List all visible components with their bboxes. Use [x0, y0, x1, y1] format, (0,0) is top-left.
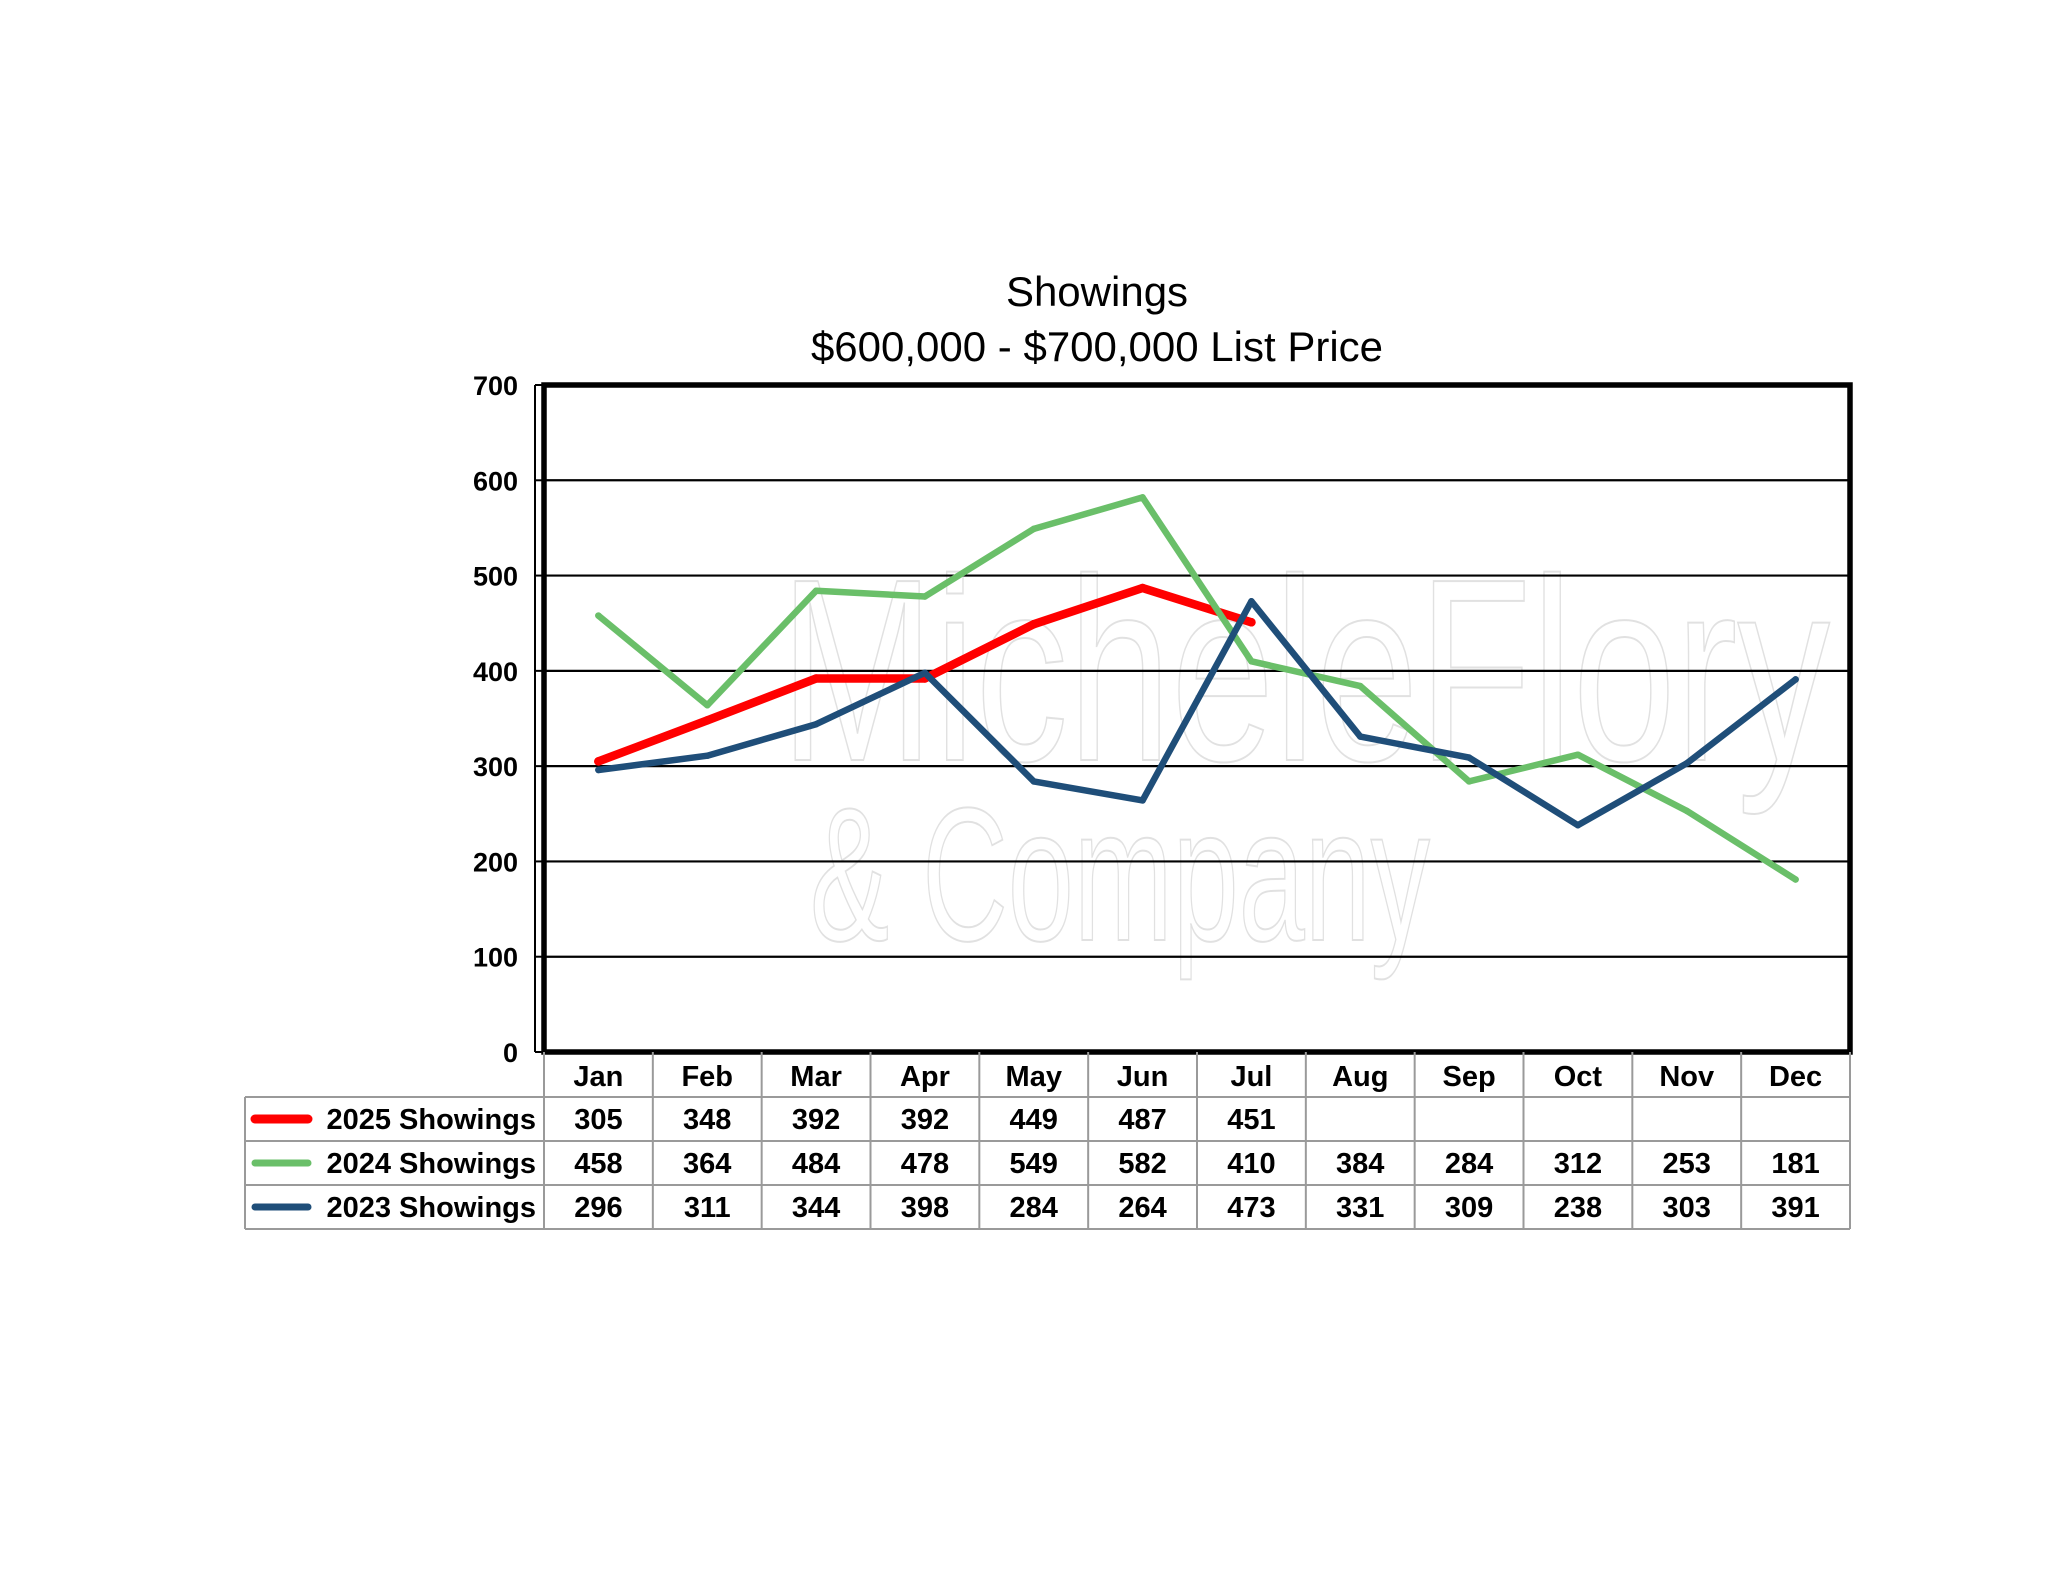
category-label: Oct — [1554, 1061, 1603, 1093]
category-label: Apr — [900, 1061, 950, 1093]
data-point — [1138, 583, 1147, 593]
data-point — [1030, 525, 1038, 533]
data-point — [1574, 751, 1582, 758]
data-label: 312 — [1554, 1148, 1602, 1180]
data-point — [811, 674, 821, 683]
series-lines — [594, 494, 1799, 883]
data-label: 311 — [684, 1192, 731, 1224]
category-label: Aug — [1332, 1061, 1388, 1093]
data-label: 451 — [1227, 1104, 1275, 1136]
data-label: 264 — [1118, 1192, 1166, 1224]
data-point — [1029, 619, 1039, 629]
data-label: 364 — [683, 1148, 731, 1180]
data-label: 549 — [1010, 1148, 1058, 1180]
legend-label-2: 2024 Showings — [326, 1148, 536, 1180]
data-point — [1139, 797, 1146, 804]
data-label: 384 — [1336, 1148, 1384, 1180]
data-table: Jan Feb Mar Apr May Jun Jul Aug Sep Oct Nov Dec 2025… — [244, 1052, 1851, 1230]
data-point — [921, 593, 929, 600]
category-label: Feb — [681, 1061, 733, 1093]
y-tick-label: 500 — [473, 562, 518, 592]
y-tick-label: 0 — [503, 1038, 518, 1068]
data-label: 303 — [1663, 1192, 1711, 1224]
data-point — [1357, 682, 1364, 690]
data-label: 478 — [901, 1148, 949, 1180]
data-point — [1465, 778, 1473, 785]
category-label: May — [1006, 1061, 1062, 1093]
y-axis: 0 100 200 300 400 500 600 700 — [473, 371, 544, 1068]
data-label: 296 — [574, 1192, 622, 1224]
data-point — [1248, 598, 1255, 605]
gridlines — [544, 479, 1850, 958]
data-label: 305 — [574, 1104, 622, 1136]
data-label: 392 — [792, 1104, 840, 1136]
data-label: 473 — [1227, 1192, 1275, 1224]
category-label: Nov — [1659, 1061, 1714, 1093]
y-tick-label: 400 — [473, 657, 518, 687]
data-point — [1792, 876, 1799, 883]
data-label: 238 — [1554, 1192, 1602, 1224]
watermark-line2: & Company — [810, 769, 1430, 981]
legend-label-3: 2023 Showings — [326, 1192, 536, 1224]
chart-subtitle: $600,000 - $700,000 List Price — [811, 323, 1383, 370]
data-label: 181 — [1771, 1148, 1819, 1180]
data-point — [1683, 760, 1691, 767]
data-label: 284 — [1445, 1148, 1493, 1180]
data-point — [704, 752, 711, 759]
data-point — [1792, 676, 1799, 683]
data-label: 392 — [901, 1104, 949, 1136]
data-label: 309 — [1445, 1192, 1493, 1224]
data-point — [1248, 658, 1255, 665]
data-point — [1465, 754, 1473, 761]
y-tick-label: 300 — [473, 752, 518, 782]
data-point — [704, 701, 711, 709]
data-point — [1139, 494, 1146, 501]
category-label: Jun — [1117, 1061, 1169, 1093]
data-label: 487 — [1118, 1104, 1166, 1136]
data-label: 284 — [1010, 1192, 1058, 1224]
data-label: 331 — [1336, 1192, 1384, 1224]
y-tick-label: 600 — [473, 466, 518, 496]
data-label: 344 — [792, 1192, 840, 1224]
data-label: 484 — [792, 1148, 840, 1180]
data-point — [1247, 618, 1256, 627]
data-point — [812, 587, 820, 595]
category-label: Sep — [1442, 1061, 1495, 1093]
y-tick-label: 100 — [473, 943, 518, 973]
series-line-2 — [595, 494, 1799, 883]
data-point — [921, 669, 929, 677]
data-label: 348 — [683, 1104, 731, 1136]
legend-label-1: 2025 Showings — [326, 1104, 536, 1136]
data-point — [594, 757, 603, 766]
y-tick-label: 200 — [473, 847, 518, 877]
category-label: Dec — [1769, 1061, 1822, 1093]
category-label: Jul — [1230, 1061, 1272, 1093]
data-label: 398 — [901, 1192, 949, 1224]
data-label: 391 — [1771, 1192, 1819, 1224]
watermark-logo: MicheleFlory & Company — [779, 525, 1831, 982]
data-label: 253 — [1663, 1148, 1711, 1180]
category-label: Jan — [573, 1061, 623, 1093]
data-point — [703, 716, 712, 725]
data-label: 449 — [1010, 1104, 1058, 1136]
data-point — [812, 720, 820, 728]
y-tick-label: 700 — [473, 371, 518, 401]
series-line-3 — [595, 598, 1799, 829]
data-label: 410 — [1227, 1148, 1275, 1180]
data-point — [595, 612, 602, 619]
data-point — [595, 766, 602, 774]
category-label: Mar — [790, 1061, 842, 1093]
data-point — [1683, 807, 1691, 815]
data-label: 582 — [1118, 1148, 1166, 1180]
data-point — [1574, 821, 1582, 829]
chart-title: Showings — [1006, 268, 1188, 315]
data-point — [1030, 778, 1038, 785]
data-point — [1357, 733, 1364, 740]
data-label: 458 — [574, 1148, 622, 1180]
